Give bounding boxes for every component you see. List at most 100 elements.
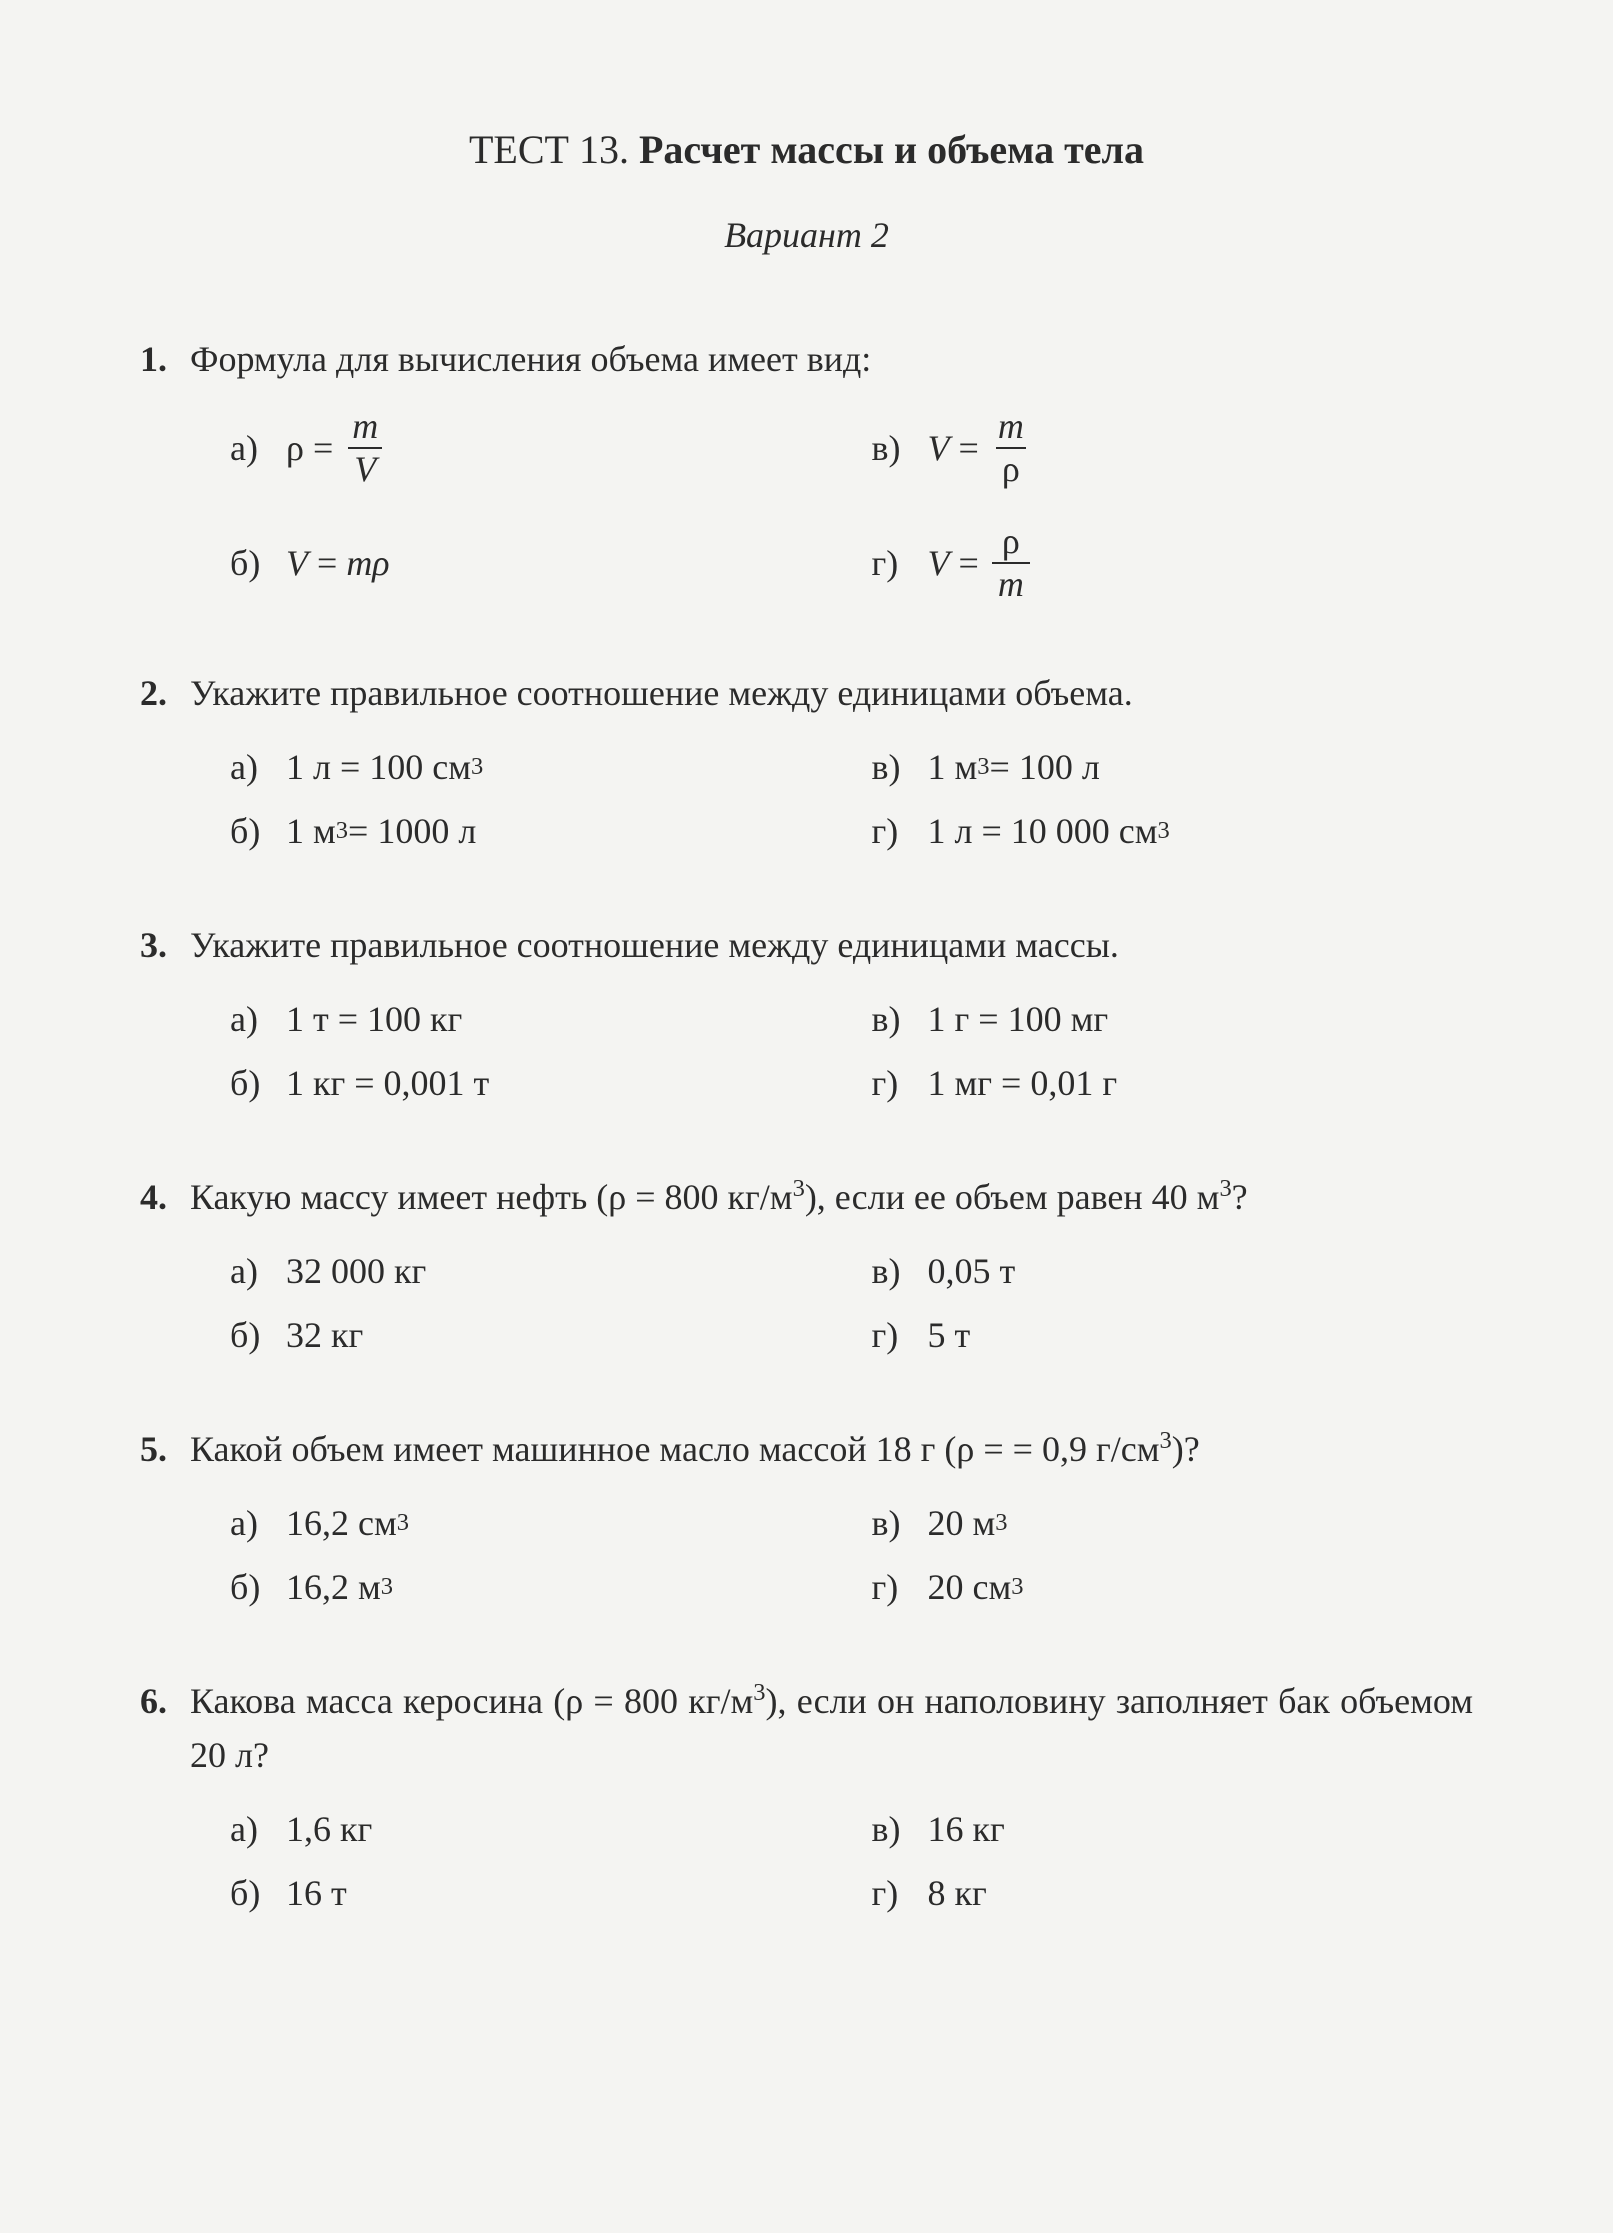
option-label: в) bbox=[872, 992, 916, 1046]
option-label: г) bbox=[872, 804, 916, 858]
question-2-options: а) 1 л = 100 см3 в) 1 м3 = 100 л б) 1 м3… bbox=[140, 740, 1473, 858]
q6-option-b: б) 16 т bbox=[230, 1866, 832, 1920]
q3-option-b: б) 1 кг = 0,001 т bbox=[230, 1056, 832, 1110]
question-4-options: а) 32 000 кг в) 0,05 т б) 32 кг г) 5 т bbox=[140, 1244, 1473, 1362]
option-value: 1 л = 10 000 см3 bbox=[928, 804, 1170, 858]
question-3-options: а) 1 т = 100 кг в) 1 г = 100 мг б) 1 кг … bbox=[140, 992, 1473, 1110]
option-label: в) bbox=[872, 740, 916, 794]
option-value: 1 л = 100 см3 bbox=[286, 740, 483, 794]
title-main: Расчет массы и объема тела bbox=[639, 127, 1144, 172]
question-4-text: 4. Какую массу имеет нефть (ρ = 800 кг/м… bbox=[140, 1170, 1473, 1224]
q4-option-v: в) 0,05 т bbox=[872, 1244, 1474, 1298]
question-2-prompt: Укажите правильное соотношение между еди… bbox=[190, 666, 1473, 720]
question-3: 3. Укажите правильное соотношение между … bbox=[140, 918, 1473, 1110]
option-label: а) bbox=[230, 421, 274, 475]
q1-option-a: а) ρ = m V bbox=[230, 406, 832, 491]
option-label: а) bbox=[230, 740, 274, 794]
question-1-number: 1. bbox=[140, 332, 190, 386]
option-label: г) bbox=[872, 1056, 916, 1110]
variant-subtitle: Вариант 2 bbox=[140, 208, 1473, 262]
option-value: 20 см3 bbox=[928, 1560, 1024, 1614]
question-6-prompt: Какова масса керосина (ρ = 800 кг/м3), е… bbox=[190, 1674, 1473, 1782]
option-value: ρ = m V bbox=[286, 406, 388, 491]
option-value: 5 т bbox=[928, 1308, 971, 1362]
option-label: г) bbox=[872, 1560, 916, 1614]
option-value: 1 м3 = 100 л bbox=[928, 740, 1100, 794]
option-label: в) bbox=[872, 1244, 916, 1298]
question-5-text: 5. Какой объем имеет машинное масло масс… bbox=[140, 1422, 1473, 1476]
option-label: а) bbox=[230, 1244, 274, 1298]
option-value: 1,6 кг bbox=[286, 1802, 372, 1856]
option-value: 16 т bbox=[286, 1866, 347, 1920]
question-4: 4. Какую массу имеет нефть (ρ = 800 кг/м… bbox=[140, 1170, 1473, 1362]
q6-option-a: а) 1,6 кг bbox=[230, 1802, 832, 1856]
question-1-prompt: Формула для вычисления объема имеет вид: bbox=[190, 332, 1473, 386]
question-3-text: 3. Укажите правильное соотношение между … bbox=[140, 918, 1473, 972]
question-3-prompt: Укажите правильное соотношение между еди… bbox=[190, 918, 1473, 972]
q1-option-b: б) V = mρ bbox=[230, 521, 832, 606]
question-1-text: 1. Формула для вычисления объема имеет в… bbox=[140, 332, 1473, 386]
q5-option-b: б) 16,2 м3 bbox=[230, 1560, 832, 1614]
option-value: 1 мг = 0,01 г bbox=[928, 1056, 1118, 1110]
option-value: 16,2 см3 bbox=[286, 1496, 409, 1550]
option-label: в) bbox=[872, 1802, 916, 1856]
option-label: б) bbox=[230, 804, 274, 858]
question-1-options: а) ρ = m V в) V = m ρ б) bbox=[140, 406, 1473, 606]
question-4-prompt: Какую массу имеет нефть (ρ = 800 кг/м3),… bbox=[190, 1170, 1473, 1224]
question-6-text: 6. Какова масса керосина (ρ = 800 кг/м3)… bbox=[140, 1674, 1473, 1782]
option-label: г) bbox=[872, 1308, 916, 1362]
q1-option-v: в) V = m ρ bbox=[872, 406, 1474, 491]
option-value: V = ρ m bbox=[928, 521, 1034, 606]
question-1: 1. Формула для вычисления объема имеет в… bbox=[140, 332, 1473, 606]
option-value: 1 т = 100 кг bbox=[286, 992, 462, 1046]
q1-option-g: г) V = ρ m bbox=[872, 521, 1474, 606]
option-value: 32 000 кг bbox=[286, 1244, 426, 1298]
option-label: б) bbox=[230, 1866, 274, 1920]
question-6-options: а) 1,6 кг в) 16 кг б) 16 т г) 8 кг bbox=[140, 1802, 1473, 1920]
title-prefix: ТЕСТ 13. bbox=[469, 127, 629, 172]
option-value: 1 кг = 0,001 т bbox=[286, 1056, 489, 1110]
option-value: V = mρ bbox=[286, 536, 390, 590]
option-value: V = m ρ bbox=[928, 406, 1034, 491]
option-label: г) bbox=[872, 1866, 916, 1920]
q5-option-v: в) 20 м3 bbox=[872, 1496, 1474, 1550]
option-value: 16,2 м3 bbox=[286, 1560, 393, 1614]
option-value: 16 кг bbox=[928, 1802, 1005, 1856]
option-value: 8 кг bbox=[928, 1866, 987, 1920]
q2-option-b: б) 1 м3 = 1000 л bbox=[230, 804, 832, 858]
question-4-number: 4. bbox=[140, 1170, 190, 1224]
option-label: в) bbox=[872, 421, 916, 475]
q3-option-v: в) 1 г = 100 мг bbox=[872, 992, 1474, 1046]
question-6: 6. Какова масса керосина (ρ = 800 кг/м3)… bbox=[140, 1674, 1473, 1920]
option-label: б) bbox=[230, 536, 274, 590]
question-5-number: 5. bbox=[140, 1422, 190, 1476]
q4-option-a: а) 32 000 кг bbox=[230, 1244, 832, 1298]
fraction: ρ m bbox=[992, 521, 1030, 606]
question-5-options: а) 16,2 см3 в) 20 м3 б) 16,2 м3 г) 20 см… bbox=[140, 1496, 1473, 1614]
question-2-number: 2. bbox=[140, 666, 190, 720]
question-5: 5. Какой объем имеет машинное масло масс… bbox=[140, 1422, 1473, 1614]
q5-option-a: а) 16,2 см3 bbox=[230, 1496, 832, 1550]
q4-option-g: г) 5 т bbox=[872, 1308, 1474, 1362]
option-value: 1 г = 100 мг bbox=[928, 992, 1109, 1046]
option-value: 32 кг bbox=[286, 1308, 363, 1362]
q6-option-g: г) 8 кг bbox=[872, 1866, 1474, 1920]
q6-option-v: в) 16 кг bbox=[872, 1802, 1474, 1856]
option-value: 0,05 т bbox=[928, 1244, 1016, 1298]
fraction: m V bbox=[346, 406, 384, 491]
test-title: ТЕСТ 13. Расчет массы и объема тела bbox=[140, 120, 1473, 180]
option-label: а) bbox=[230, 1496, 274, 1550]
fraction: m ρ bbox=[992, 406, 1030, 491]
option-label: б) bbox=[230, 1056, 274, 1110]
question-2-text: 2. Укажите правильное соотношение между … bbox=[140, 666, 1473, 720]
option-label: в) bbox=[872, 1496, 916, 1550]
q2-option-a: а) 1 л = 100 см3 bbox=[230, 740, 832, 794]
option-label: а) bbox=[230, 1802, 274, 1856]
option-label: а) bbox=[230, 992, 274, 1046]
question-2: 2. Укажите правильное соотношение между … bbox=[140, 666, 1473, 858]
option-value: 20 м3 bbox=[928, 1496, 1008, 1550]
option-label: б) bbox=[230, 1308, 274, 1362]
q3-option-g: г) 1 мг = 0,01 г bbox=[872, 1056, 1474, 1110]
q3-option-a: а) 1 т = 100 кг bbox=[230, 992, 832, 1046]
q5-option-g: г) 20 см3 bbox=[872, 1560, 1474, 1614]
